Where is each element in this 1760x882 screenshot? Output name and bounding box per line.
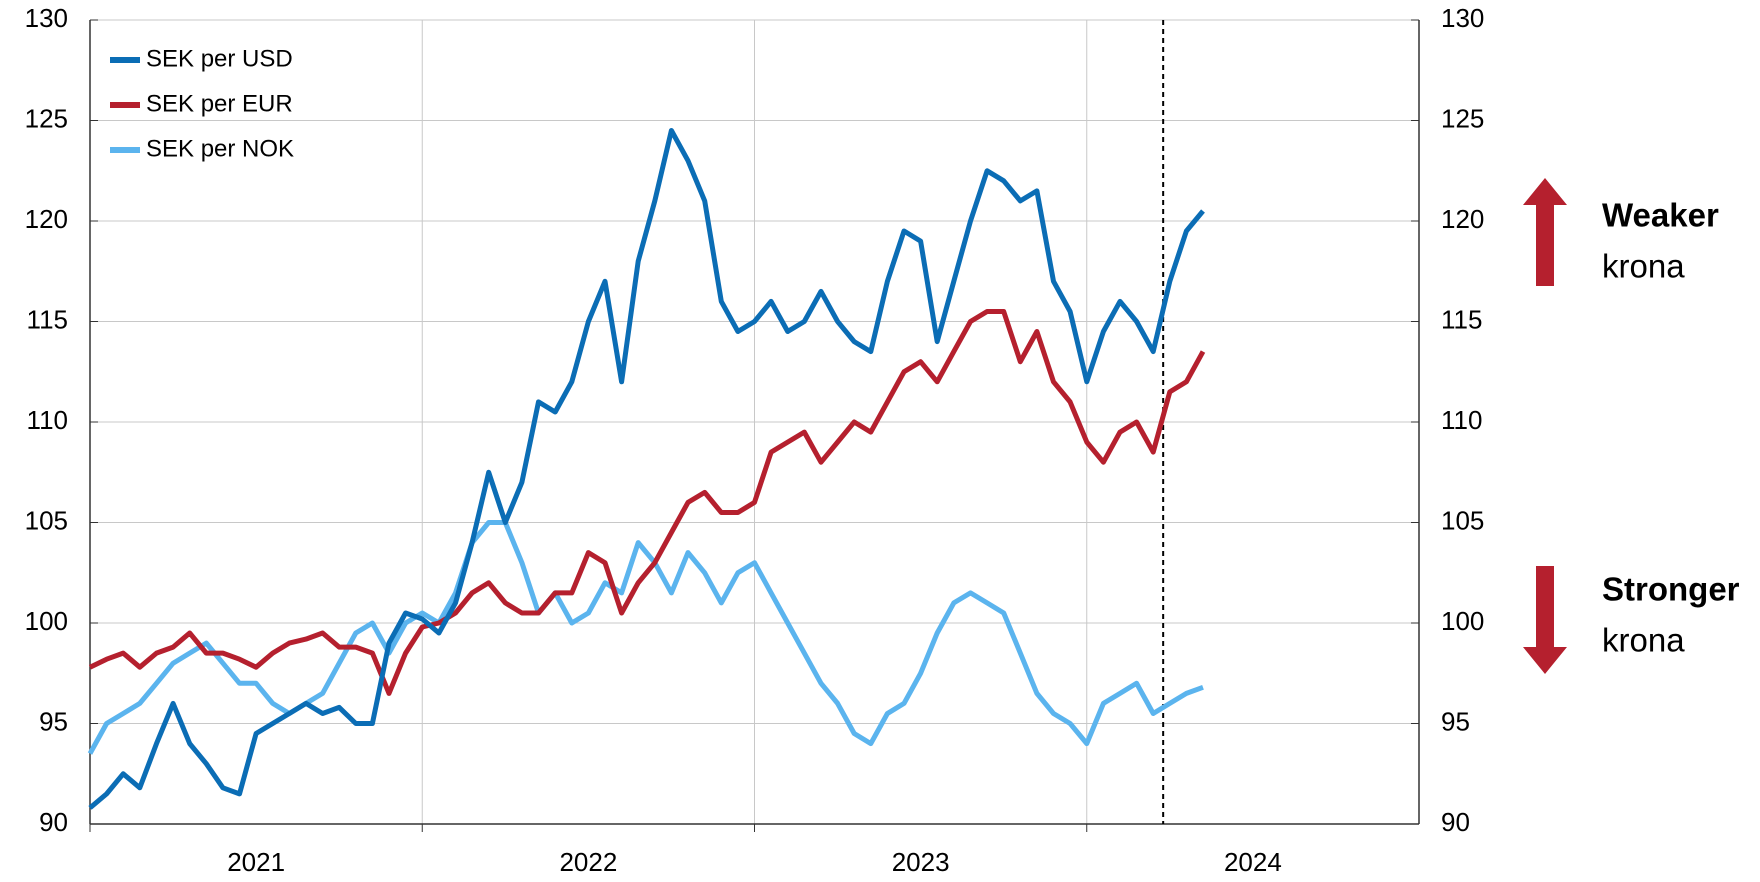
y2-tick-label: 110: [1441, 405, 1482, 435]
x-tick-label: 2023: [892, 847, 950, 877]
annotation: krona: [1602, 248, 1685, 285]
x-tick-label: 2024: [1224, 847, 1282, 877]
y-tick-label: 110: [27, 405, 68, 435]
y-tick-label: 105: [25, 505, 68, 535]
legend-label: SEK per USD: [146, 45, 293, 72]
y2-tick-label: 100: [1441, 606, 1484, 636]
y-tick-label: 120: [25, 204, 68, 234]
y2-tick-label: 115: [1441, 304, 1482, 334]
y-tick-label: 130: [25, 3, 68, 33]
legend-label: SEK per NOK: [146, 135, 294, 162]
y-tick-label: 100: [25, 606, 68, 636]
annotation: Stronger: [1602, 571, 1740, 608]
series-line: [88, 309, 1206, 696]
y2-tick-label: 125: [1441, 103, 1484, 133]
y-tick-label: 95: [39, 706, 68, 736]
legend-label: SEK per EUR: [146, 90, 293, 117]
y-tick-label: 125: [25, 103, 68, 133]
y2-tick-label: 105: [1441, 505, 1484, 535]
series-line: [87, 520, 1204, 755]
y-tick-label: 115: [27, 304, 68, 334]
y2-tick-label: 120: [1441, 204, 1484, 234]
annotation: Weaker: [1602, 197, 1719, 234]
y2-tick-label: 130: [1441, 3, 1484, 33]
series-line: [88, 128, 1205, 810]
x-tick-label: 2021: [227, 847, 285, 877]
annotation: krona: [1602, 622, 1685, 659]
y2-tick-label: 90: [1441, 807, 1470, 837]
y2-tick-label: 95: [1441, 706, 1470, 736]
x-tick-label: 2022: [559, 847, 617, 877]
down-arrow: [1523, 566, 1567, 674]
y-tick-label: 90: [39, 807, 68, 837]
up-arrow: [1523, 178, 1567, 286]
